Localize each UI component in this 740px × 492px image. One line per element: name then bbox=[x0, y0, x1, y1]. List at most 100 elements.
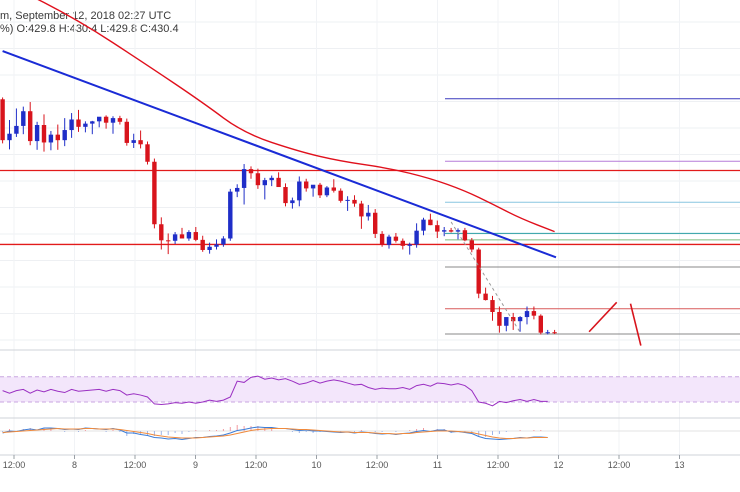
candle-body bbox=[552, 332, 557, 334]
trendline bbox=[2, 50, 557, 259]
fib-levels bbox=[445, 98, 740, 335]
candle-body bbox=[117, 118, 123, 122]
macd-panel bbox=[0, 425, 740, 441]
candle-body bbox=[455, 230, 461, 232]
projection-up bbox=[588, 301, 618, 333]
rsi-panel bbox=[0, 375, 740, 407]
candle-body bbox=[97, 116, 102, 122]
candle-body bbox=[83, 123, 88, 127]
candle-body bbox=[172, 234, 178, 241]
candle-body bbox=[214, 244, 219, 247]
candle-body bbox=[338, 190, 343, 201]
candle-body bbox=[400, 240, 405, 246]
candle-body bbox=[241, 169, 247, 188]
candle-body bbox=[55, 134, 60, 141]
candle-body bbox=[14, 125, 19, 134]
x-tick-label: 8 bbox=[72, 460, 77, 470]
candle-body bbox=[90, 121, 95, 124]
candle-body bbox=[21, 111, 26, 126]
candle-body bbox=[124, 121, 129, 143]
candle-body bbox=[7, 133, 12, 141]
x-tick-label: 12:00 bbox=[3, 460, 26, 470]
x-tick-label: 12:00 bbox=[245, 460, 268, 470]
candle-body bbox=[186, 232, 192, 239]
candle-body bbox=[41, 125, 47, 143]
candle-body bbox=[145, 144, 150, 162]
candle-body bbox=[545, 332, 550, 334]
candle-body bbox=[166, 240, 171, 242]
candle-body bbox=[497, 312, 502, 326]
descending-trendline bbox=[2, 50, 557, 259]
candle-body bbox=[373, 212, 378, 234]
candle-body bbox=[386, 236, 392, 245]
macd-signal-line bbox=[2, 427, 548, 439]
candle-body bbox=[138, 140, 143, 145]
candle-body bbox=[0, 99, 5, 141]
candle-body bbox=[483, 293, 488, 301]
candle-body bbox=[48, 134, 54, 143]
candle-body bbox=[28, 111, 33, 142]
candle-body bbox=[352, 199, 357, 204]
candle-body bbox=[428, 219, 433, 226]
candle-body bbox=[331, 187, 336, 191]
candle-body bbox=[304, 181, 309, 189]
candle-body bbox=[193, 232, 198, 240]
fib-connector bbox=[450, 221, 521, 333]
candle-body bbox=[345, 199, 350, 201]
candle-body bbox=[131, 140, 136, 143]
candle-body bbox=[448, 230, 454, 232]
candle-body bbox=[255, 173, 261, 186]
candle-body bbox=[442, 230, 447, 232]
candle-body bbox=[34, 125, 40, 142]
candle-body bbox=[366, 212, 371, 217]
moving-average-line bbox=[37, 0, 555, 233]
projection bbox=[450, 221, 642, 346]
candle-body bbox=[283, 187, 288, 204]
rsi-line bbox=[2, 375, 548, 407]
candle-body bbox=[524, 311, 530, 318]
chart-header-title: m, September 12, 2018 02:27 UTC bbox=[0, 10, 172, 22]
candle-body bbox=[359, 203, 364, 217]
candle-body bbox=[248, 169, 254, 174]
resistance-lines bbox=[0, 169, 740, 246]
x-tick-label: 12 bbox=[553, 460, 563, 470]
moving-average bbox=[37, 0, 555, 233]
candle-body bbox=[407, 244, 412, 246]
candle-body bbox=[393, 236, 399, 241]
candle-body bbox=[414, 230, 419, 245]
candle-body bbox=[69, 119, 74, 131]
x-tick-label: 10 bbox=[311, 460, 321, 470]
candle-body bbox=[200, 239, 205, 250]
candle-body bbox=[310, 184, 316, 189]
candle-body bbox=[317, 184, 323, 196]
candle-body bbox=[103, 116, 109, 123]
candle-body bbox=[76, 119, 81, 127]
chart-header-ohlc: %) O:429.8 H:430.4 L:429.8 C:430.4 bbox=[0, 23, 179, 35]
candle-body bbox=[207, 246, 212, 250]
rsi-band bbox=[0, 376, 740, 403]
candle-body bbox=[262, 180, 267, 186]
x-tick-label: 12:00 bbox=[366, 460, 389, 470]
x-tick-label: 12:00 bbox=[487, 460, 510, 470]
candle-body bbox=[110, 118, 116, 123]
candle-body bbox=[517, 317, 523, 322]
candle-body bbox=[62, 130, 67, 141]
candle-body bbox=[269, 177, 274, 181]
candle-body bbox=[421, 219, 426, 231]
x-tick-label: 11 bbox=[433, 460, 442, 470]
candle-body bbox=[159, 224, 164, 241]
candle-body bbox=[228, 191, 233, 239]
candle-body bbox=[290, 200, 295, 204]
candle-body bbox=[152, 161, 157, 225]
candle-body bbox=[504, 317, 509, 326]
candle-body bbox=[531, 311, 537, 316]
candle-body bbox=[511, 317, 516, 322]
x-tick-label: 9 bbox=[193, 460, 198, 470]
x-tick-label: 13 bbox=[674, 460, 684, 470]
x-axis: 12:00 8 12:00 9 12:00 10 12:00 11 12:00 12 12:00 13 bbox=[0, 454, 740, 470]
candle-body bbox=[435, 225, 440, 232]
candles bbox=[0, 97, 557, 335]
candle-body bbox=[462, 230, 468, 241]
